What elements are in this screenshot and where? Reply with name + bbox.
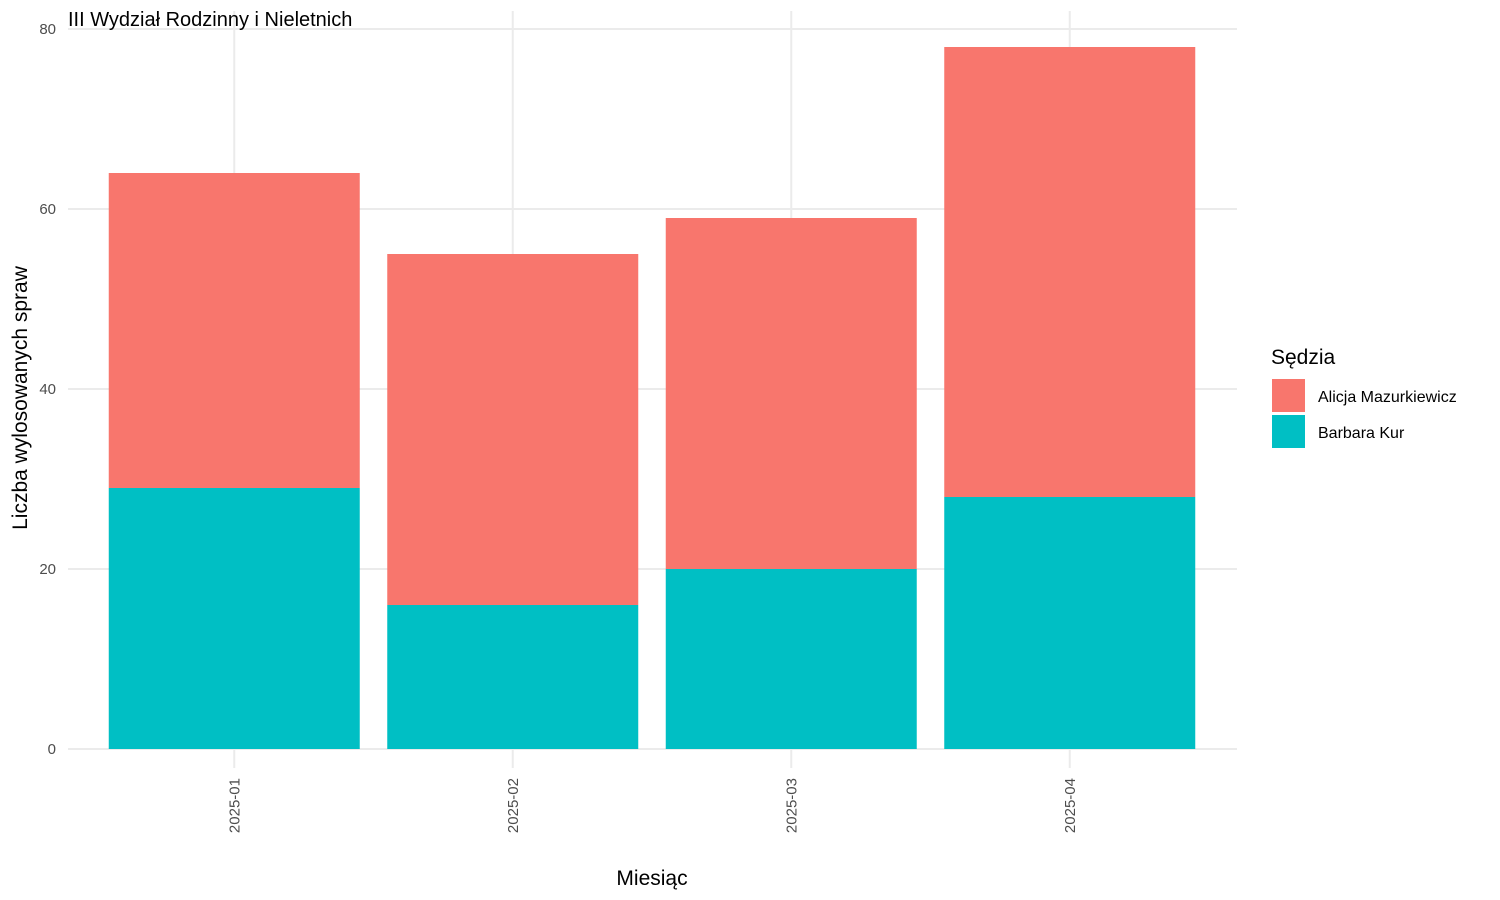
legend-label-alicja-mazurkiewicz: Alicja Mazurkiewicz (1318, 389, 1457, 406)
y-tick-label-80: 80 (39, 21, 56, 38)
legend: Sędzia Alicja Mazurkiewicz Barbara Kur (1271, 346, 1457, 448)
y-tick-label-20: 20 (39, 561, 56, 578)
x-tick-label-2025-03: 2025-03 (783, 778, 800, 833)
bar-alicja-mazurkiewicz-2025-04 (944, 47, 1196, 497)
x-axis-title: Miesiąc (616, 867, 687, 890)
chart-title: III Wydział Rodzinny i Nieletnich (68, 9, 352, 31)
legend-label-barbara-kur: Barbara Kur (1318, 425, 1405, 442)
bar-alicja-mazurkiewicz-2025-03 (665, 218, 917, 569)
legend-swatch-barbara-kur (1272, 415, 1305, 448)
x-tick-label-2025-01: 2025-01 (226, 778, 243, 833)
bar-barbara-kur-2025-03 (665, 569, 917, 749)
y-tick-label-40: 40 (39, 381, 56, 398)
bar-alicja-mazurkiewicz-2025-01 (108, 173, 360, 488)
bar-layer (108, 47, 1196, 749)
bar-barbara-kur-2025-01 (108, 488, 360, 749)
legend-items: Alicja Mazurkiewicz Barbara Kur (1272, 379, 1457, 448)
bar-barbara-kur-2025-04 (944, 497, 1196, 749)
y-tick-label-60: 60 (39, 201, 56, 218)
x-tick-label-2025-02: 2025-02 (505, 778, 522, 833)
axis-layer: 0 20 40 60 80 2025-01 2025-02 2025-03 2025-04 (39, 21, 1078, 833)
legend-title: Sędzia (1271, 346, 1336, 369)
x-tick-label-2025-04: 2025-04 (1062, 778, 1079, 833)
legend-swatch-alicja-mazurkiewicz (1272, 379, 1305, 412)
bar-alicja-mazurkiewicz-2025-02 (387, 254, 639, 605)
bar-barbara-kur-2025-02 (387, 605, 639, 749)
y-tick-label-0: 0 (48, 741, 56, 758)
y-axis-title: Liczba wylosowanych spraw (9, 265, 32, 530)
